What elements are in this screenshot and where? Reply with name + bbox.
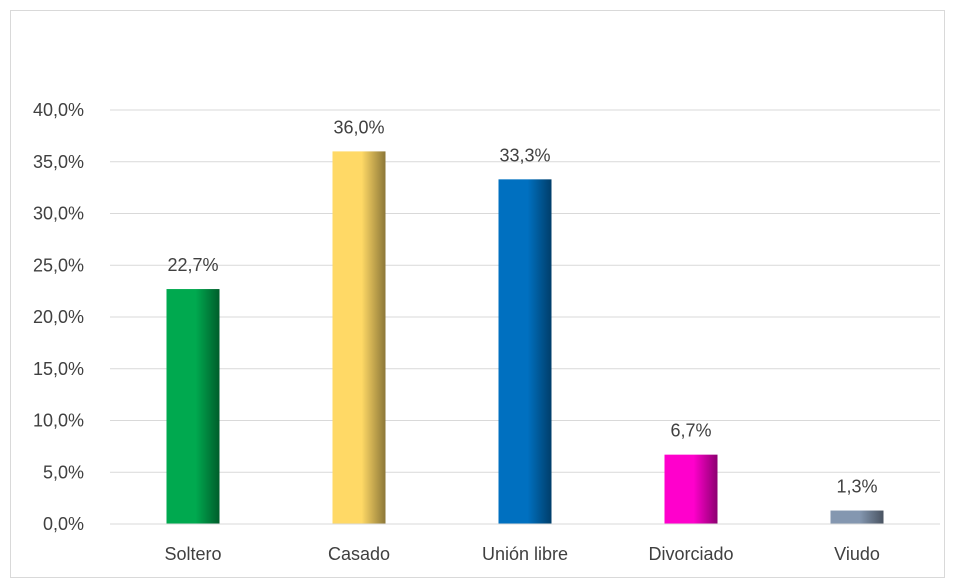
y-axis-tick-labels: 0,0% 5,0% 10,0% 15,0% 20,0% 25,0% 30,0% 35,0% 40… bbox=[33, 100, 84, 534]
y-tick-label: 15,0% bbox=[33, 359, 84, 379]
category-label-viudo: Viudo bbox=[834, 544, 880, 564]
bar-divorciado bbox=[664, 454, 718, 524]
data-label-divorciado: 6,7% bbox=[670, 421, 711, 441]
y-tick-label: 25,0% bbox=[33, 255, 84, 275]
y-tick-label: 10,0% bbox=[33, 411, 84, 431]
data-label-casado: 36,0% bbox=[333, 117, 384, 137]
category-label-divorciado: Divorciado bbox=[648, 544, 733, 564]
category-label-casado: Casado bbox=[328, 544, 390, 564]
y-tick-label: 35,0% bbox=[33, 152, 84, 172]
y-tick-label: 30,0% bbox=[33, 204, 84, 224]
data-label-union-libre: 33,3% bbox=[499, 145, 550, 165]
y-tick-label: 20,0% bbox=[33, 307, 84, 327]
chart-frame bbox=[10, 10, 945, 578]
bar-viudo bbox=[830, 510, 884, 524]
bar-union-libre bbox=[498, 179, 552, 524]
category-label-soltero: Soltero bbox=[164, 544, 221, 564]
bar-casado bbox=[332, 151, 386, 524]
data-label-viudo: 1,3% bbox=[836, 477, 877, 497]
bar-soltero bbox=[166, 289, 220, 524]
category-label-union-libre: Unión libre bbox=[482, 544, 568, 564]
data-label-soltero: 22,7% bbox=[167, 255, 218, 275]
bars bbox=[166, 151, 884, 524]
y-tick-label: 5,0% bbox=[43, 462, 84, 482]
y-tick-label: 0,0% bbox=[43, 514, 84, 534]
data-labels: 22,7% 36,0% 33,3% 6,7% 1,3% bbox=[167, 117, 877, 496]
y-tick-label: 40,0% bbox=[33, 100, 84, 120]
x-axis-category-labels: Soltero Casado Unión libre Divorciado Viudo bbox=[164, 544, 879, 564]
